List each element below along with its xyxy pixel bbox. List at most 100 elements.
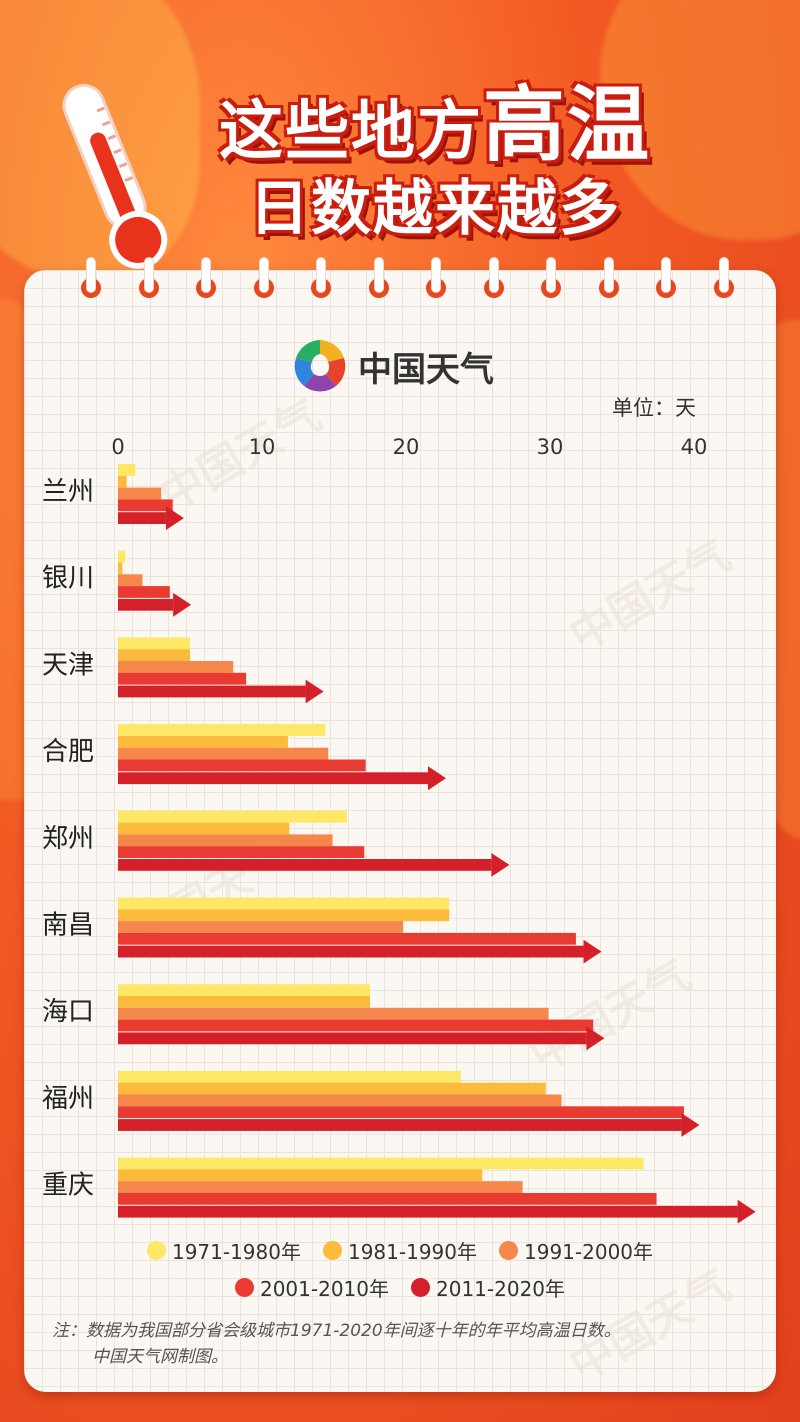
bar	[118, 772, 428, 785]
bar	[118, 1181, 523, 1193]
bar	[118, 586, 170, 598]
bar	[118, 1019, 594, 1032]
legend-swatch	[411, 1278, 430, 1297]
bar	[118, 735, 288, 748]
bar-arrowhead	[173, 592, 192, 617]
bar	[118, 550, 126, 563]
category-label: 福州	[42, 1084, 94, 1114]
bar-arrowhead	[491, 853, 510, 877]
title-line-2: 日数越来越多	[249, 174, 621, 244]
bar	[118, 1070, 461, 1083]
binder-ring	[81, 258, 101, 302]
bar	[118, 1119, 682, 1131]
bar	[118, 834, 333, 847]
bar	[118, 499, 173, 512]
bar	[118, 649, 190, 661]
bar	[118, 661, 234, 673]
category-label: 天津	[42, 650, 94, 680]
bar-arrowhead	[428, 766, 446, 791]
legend-row: 1971-1980年 1981-1990年 1991-2000年	[0, 1236, 800, 1265]
bar	[118, 984, 370, 996]
bar	[118, 487, 162, 500]
bar	[118, 1205, 738, 1218]
category-label: 兰州	[42, 477, 94, 507]
bar	[118, 637, 190, 650]
binder-ring	[138, 258, 159, 302]
bar-arrowhead	[681, 1113, 700, 1137]
x-tick-label: 30	[537, 435, 564, 459]
legend-label: 2001-2010年	[259, 1277, 389, 1301]
legend-item: 1991-2000年	[499, 1236, 653, 1265]
binder-ring	[253, 258, 274, 302]
binder-ring	[713, 258, 734, 302]
binder-ring	[483, 258, 504, 302]
bar	[118, 512, 166, 524]
legend-row: 2001-2010年 2011-2020年	[0, 1273, 800, 1302]
binder-ring	[426, 258, 446, 302]
category-label: 重庆	[42, 1171, 94, 1201]
x-tick-label: 40	[681, 435, 708, 459]
binder-ring	[196, 258, 216, 302]
bar-arrowhead	[165, 506, 184, 530]
legend-swatch	[322, 1241, 342, 1260]
bar	[118, 846, 365, 858]
bar	[118, 1007, 549, 1020]
legend-label: 1991-2000年	[524, 1240, 654, 1264]
binder-ring	[541, 258, 561, 302]
legend-swatch	[146, 1241, 166, 1260]
category-label: 郑州	[42, 824, 94, 854]
bar-arrowhead	[586, 1026, 605, 1051]
bar	[118, 562, 123, 575]
category-label: 合肥	[42, 737, 94, 767]
bar	[118, 1094, 562, 1107]
binder-ring	[368, 258, 389, 302]
legend-swatch	[499, 1241, 518, 1260]
bar	[118, 1106, 684, 1119]
x-tick-label: 10	[249, 435, 276, 459]
bar	[118, 932, 576, 945]
title-part-1: 这些地方	[218, 95, 483, 169]
binder-ring	[311, 258, 331, 302]
bar-arrowhead	[737, 1199, 756, 1224]
bar	[118, 1082, 546, 1095]
bar	[118, 810, 347, 823]
bar	[118, 909, 450, 922]
legend-label: 1971-1980年	[171, 1240, 301, 1264]
bar	[118, 822, 290, 835]
legend-item: 2001-2010年	[234, 1273, 389, 1302]
bar-arrowhead	[305, 679, 324, 704]
bar	[118, 1193, 657, 1205]
category-label: 海口	[42, 997, 94, 1027]
thermometer-icon	[62, 83, 168, 269]
category-label: 银川	[42, 564, 94, 594]
binder-ring	[656, 258, 676, 302]
bar	[118, 598, 174, 611]
title-line-1: 这些地方高温	[0, 58, 800, 177]
legend-label: 2011-2020年	[436, 1277, 566, 1301]
bar	[118, 464, 136, 476]
bar	[118, 921, 404, 933]
bar	[118, 475, 127, 488]
bar	[118, 747, 329, 760]
bar	[118, 945, 584, 958]
brand-name: 中国天气	[358, 350, 494, 390]
unit-label: 单位：天	[612, 396, 696, 420]
x-tick-label: 20	[393, 435, 420, 459]
bar	[118, 1169, 483, 1182]
x-tick-label: 0	[111, 435, 124, 459]
bar	[118, 897, 450, 910]
legend-item: 2011-2020年	[411, 1273, 565, 1302]
legend-item: 1971-1980年	[146, 1236, 301, 1265]
category-label: 南昌	[42, 911, 94, 941]
footnote-line-1: 注：数据为我国部分省会级城市1971-2020年间逐十年的年平均高温日数。	[52, 1321, 621, 1341]
footnote-line-2: 中国天气网制图。	[92, 1347, 228, 1367]
title-part-2: 高温	[482, 78, 651, 173]
bar	[118, 759, 366, 772]
legend-label: 1981-1990年	[347, 1240, 477, 1264]
china-weather-logo-icon	[294, 340, 346, 392]
binder-ring	[598, 258, 619, 302]
bar	[118, 672, 247, 685]
bar	[118, 996, 370, 1008]
